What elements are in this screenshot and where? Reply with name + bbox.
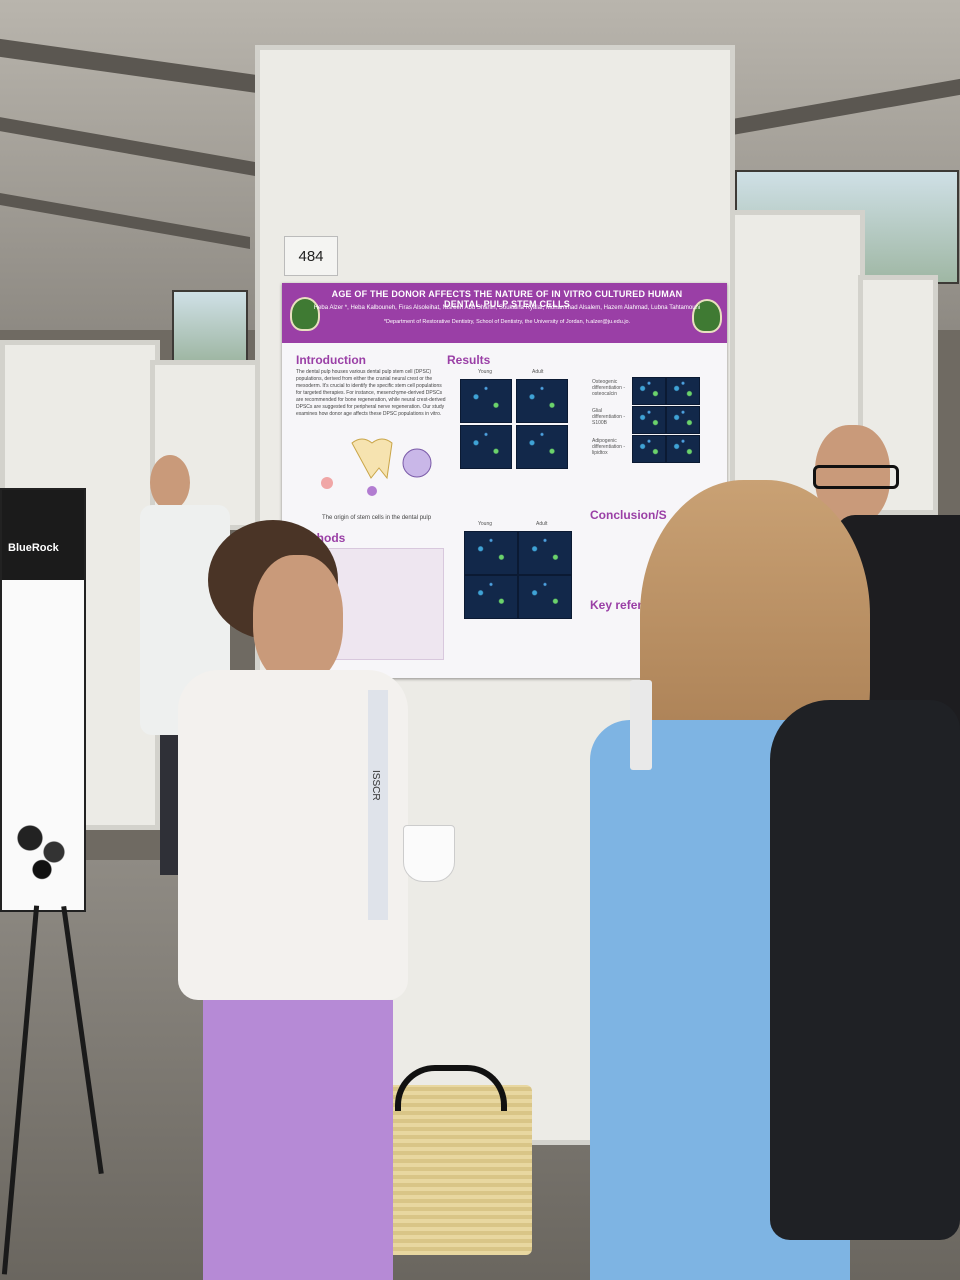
micrograph bbox=[464, 575, 518, 619]
section-introduction: Introduction bbox=[296, 353, 366, 367]
micrograph bbox=[632, 435, 666, 463]
ceiling-beam bbox=[0, 117, 260, 177]
label-young: Young bbox=[478, 369, 492, 375]
diff-label-adipogenic: Adipogenic differentiation -lipidtox bbox=[592, 438, 625, 456]
coffee-cup bbox=[403, 825, 455, 882]
backpack bbox=[770, 700, 960, 1240]
bluerock-brand: BlueRock bbox=[8, 542, 59, 554]
figure-caption: The origin of stem cells in the dental p… bbox=[322, 515, 432, 521]
micrograph bbox=[666, 406, 700, 434]
ceiling-beam bbox=[720, 78, 960, 138]
poster-title: AGE OF THE DONOR AFFECTS THE NATURE OF I… bbox=[331, 289, 683, 309]
lanyard-text: ISSCR bbox=[370, 770, 381, 801]
board-number: 484 bbox=[284, 236, 338, 276]
micrograph bbox=[460, 379, 512, 423]
folder bbox=[630, 680, 652, 770]
visitor bbox=[560, 480, 960, 1280]
introduction-text: The dental pulp houses various dental pu… bbox=[296, 369, 446, 417]
glasses-icon bbox=[813, 465, 899, 489]
poster-affiliation: *Department of Restorative Dentistry, Sc… bbox=[383, 319, 631, 325]
micrograph bbox=[632, 377, 666, 405]
poster-header: AGE OF THE DONOR AFFECTS THE NATURE OF I… bbox=[282, 283, 727, 343]
micrograph bbox=[666, 435, 700, 463]
cell-graphic bbox=[12, 810, 72, 880]
tooth-illustration bbox=[321, 438, 432, 496]
label-young-2: Young bbox=[478, 521, 492, 527]
diff-label-glial: Glial differentiation -S100B bbox=[592, 408, 625, 426]
bluerock-sign-header: BlueRock bbox=[2, 490, 84, 580]
poster-presenter: ISSCR bbox=[178, 520, 455, 1280]
micrograph bbox=[516, 425, 568, 469]
micrograph bbox=[464, 531, 518, 575]
lanyard: ISSCR bbox=[368, 690, 388, 920]
university-logo-right bbox=[692, 299, 722, 333]
poster-authors: Heba Alzer *, Heba Kalbouneh, Firas Also… bbox=[313, 305, 701, 311]
label-adult: Adult bbox=[532, 369, 544, 375]
diff-label-osteogenic: Osteogenic differentiation -osteocalcin bbox=[592, 379, 625, 397]
micrograph bbox=[632, 406, 666, 434]
label-adult-2: Adult bbox=[536, 521, 548, 527]
dental-pulp-diagram bbox=[312, 433, 442, 503]
window bbox=[172, 290, 248, 362]
micrograph bbox=[518, 575, 572, 619]
bluerock-sign: BlueRock bbox=[0, 488, 86, 912]
micrograph bbox=[516, 379, 568, 423]
tote-bag bbox=[372, 1085, 532, 1255]
section-results: Results bbox=[447, 353, 491, 367]
micrograph bbox=[666, 377, 700, 405]
ceiling-beam bbox=[0, 192, 250, 250]
university-logo-left bbox=[290, 297, 320, 331]
micrograph bbox=[518, 531, 572, 575]
section-conclusion: Conclusion/S bbox=[590, 508, 667, 522]
micrograph bbox=[460, 425, 512, 469]
